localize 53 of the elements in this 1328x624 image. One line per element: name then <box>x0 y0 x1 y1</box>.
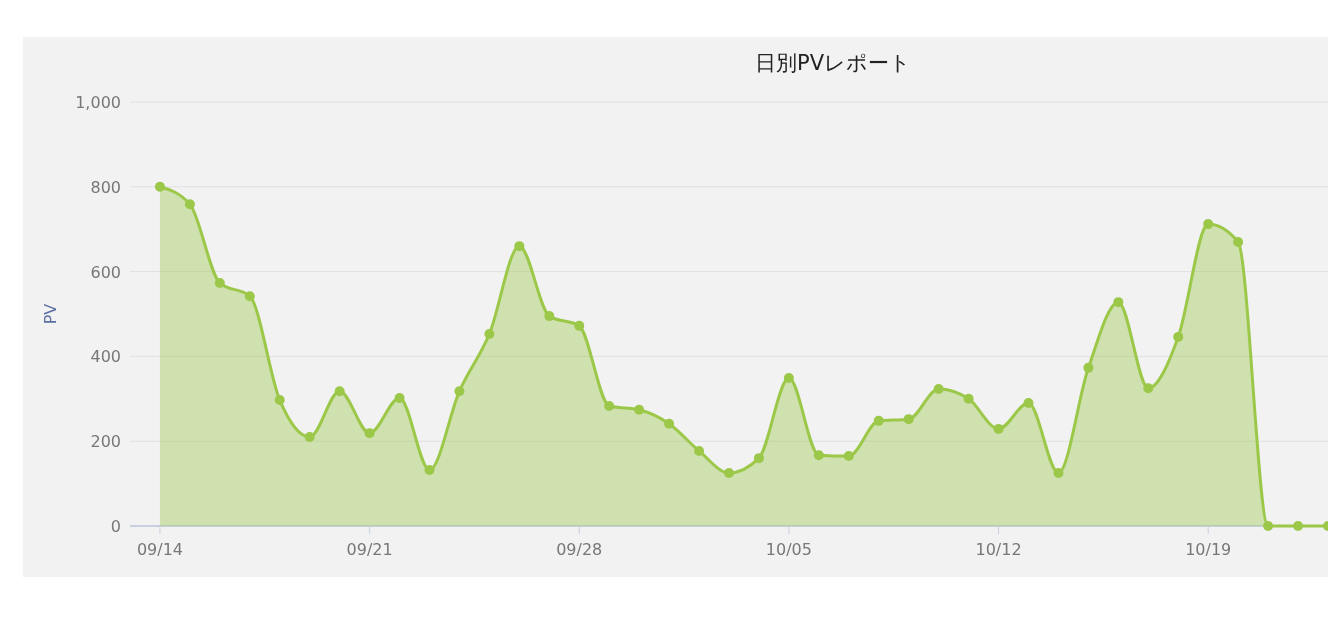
point <box>1293 521 1304 531</box>
point <box>963 393 974 404</box>
x-tick-label: 10/12 <box>975 540 1022 559</box>
x-tick-label: 09/28 <box>556 540 603 559</box>
x-tick-label: 10/05 <box>765 540 812 559</box>
point <box>933 384 944 395</box>
point <box>1083 362 1094 373</box>
point <box>454 386 465 397</box>
y-tick-label: 800 <box>90 177 121 197</box>
point <box>574 320 585 331</box>
point <box>783 373 794 384</box>
point <box>364 428 375 439</box>
point <box>873 415 884 426</box>
point <box>214 278 225 289</box>
point <box>903 414 914 425</box>
point <box>694 445 705 456</box>
y-axis-title: PV <box>41 303 60 325</box>
point <box>1143 383 1154 394</box>
point <box>604 401 615 412</box>
point <box>274 395 285 406</box>
point <box>244 291 255 302</box>
point <box>334 386 345 397</box>
point <box>843 451 854 462</box>
point <box>514 241 525 252</box>
point <box>634 404 645 415</box>
point <box>993 423 1004 434</box>
point <box>184 199 195 210</box>
point <box>753 453 764 464</box>
x-tick-label: 10/19 <box>1185 540 1232 559</box>
point <box>544 311 555 322</box>
point <box>664 418 675 429</box>
point <box>1233 236 1244 247</box>
point <box>724 468 734 478</box>
point <box>424 465 435 476</box>
y-tick-label: 0 <box>110 517 121 536</box>
y-tick-label: 1,000 <box>75 93 121 112</box>
y-tick-label: 400 <box>90 347 121 367</box>
chart-title: 日別PVレポート <box>754 51 912 75</box>
y-tick-label: 200 <box>90 432 121 452</box>
point <box>1113 297 1124 308</box>
point <box>1263 521 1274 531</box>
point <box>304 431 315 442</box>
x-tick-label: 09/21 <box>346 540 393 559</box>
point <box>484 328 495 339</box>
point <box>1023 398 1034 409</box>
point <box>394 392 405 403</box>
point <box>1053 468 1064 478</box>
x-tick-label: 09/14 <box>136 540 183 559</box>
point <box>1173 331 1184 342</box>
point <box>154 181 165 192</box>
y-tick-label: 600 <box>90 262 121 282</box>
point <box>1203 219 1214 230</box>
point <box>813 450 824 461</box>
